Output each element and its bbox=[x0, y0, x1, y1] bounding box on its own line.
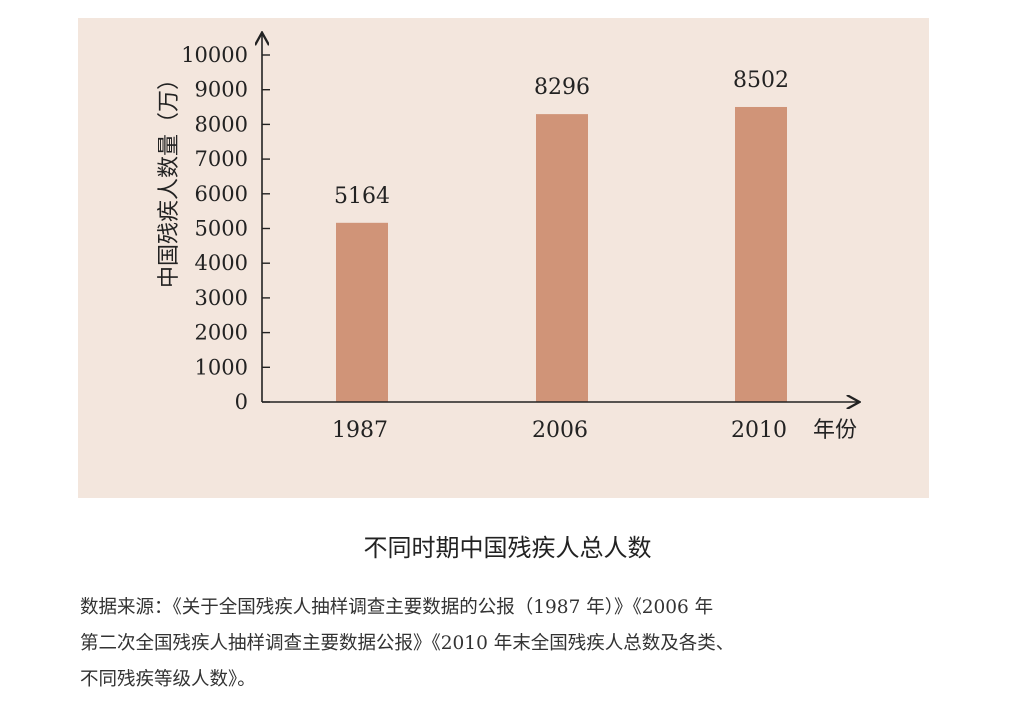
y-tick-label: 7000 bbox=[195, 147, 248, 171]
y-tick-label: 0 bbox=[235, 390, 248, 414]
x-tick-label-2010: 2010 bbox=[731, 418, 787, 443]
source-line: 不同残疾等级人数》。 bbox=[80, 669, 256, 690]
x-tick-label-2006: 2006 bbox=[532, 418, 588, 443]
y-tick-label: 9000 bbox=[195, 78, 248, 102]
source-line: 数据来源：《关于全国残疾人抽样调查主要数据的公报（1987 年）》《2006 年 bbox=[80, 597, 714, 618]
y-axis-label: 中国残疾人数量（万） bbox=[157, 68, 182, 288]
x-axis-ticks: 1987 2006 2010 bbox=[332, 418, 787, 443]
y-axis-ticks: 0 1000 2000 3000 4000 5000 6000 7000 8000 9000 100… bbox=[181, 43, 270, 414]
data-label-1987: 5164 bbox=[334, 184, 390, 209]
y-tick-label: 6000 bbox=[195, 182, 248, 206]
bar-chart: 0 1000 2000 3000 4000 5000 6000 7000 8000 9000 100… bbox=[157, 0, 1015, 443]
y-tick-label: 8000 bbox=[195, 112, 248, 136]
bars: 5164 8296 8502 bbox=[334, 68, 789, 403]
bar-1987 bbox=[336, 222, 388, 402]
y-tick-label: 4000 bbox=[195, 251, 248, 275]
chart-panel bbox=[78, 18, 929, 498]
x-tick-label-1987: 1987 bbox=[332, 418, 388, 443]
data-label-2006: 8296 bbox=[534, 75, 590, 100]
y-tick-label: 10000 bbox=[181, 43, 248, 67]
data-label-2010: 8502 bbox=[733, 68, 789, 93]
bar-2010 bbox=[735, 106, 787, 403]
chart-caption: 不同时期中国残疾人总人数 bbox=[363, 534, 652, 562]
y-tick-label: 1000 bbox=[195, 355, 248, 379]
bar-2006 bbox=[536, 114, 588, 403]
source-note: 数据来源：《关于全国残疾人抽样调查主要数据的公报（1987 年）》《2006 年… bbox=[80, 590, 940, 698]
y-tick-label: 5000 bbox=[195, 217, 248, 241]
y-tick-label: 3000 bbox=[195, 286, 248, 310]
source-line: 第二次全国残疾人抽样调查主要数据公报》《2010 年末全国残疾人总数及各类、 bbox=[80, 633, 735, 654]
y-tick-label: 2000 bbox=[195, 321, 248, 345]
x-axis-label: 年份 bbox=[813, 418, 857, 443]
